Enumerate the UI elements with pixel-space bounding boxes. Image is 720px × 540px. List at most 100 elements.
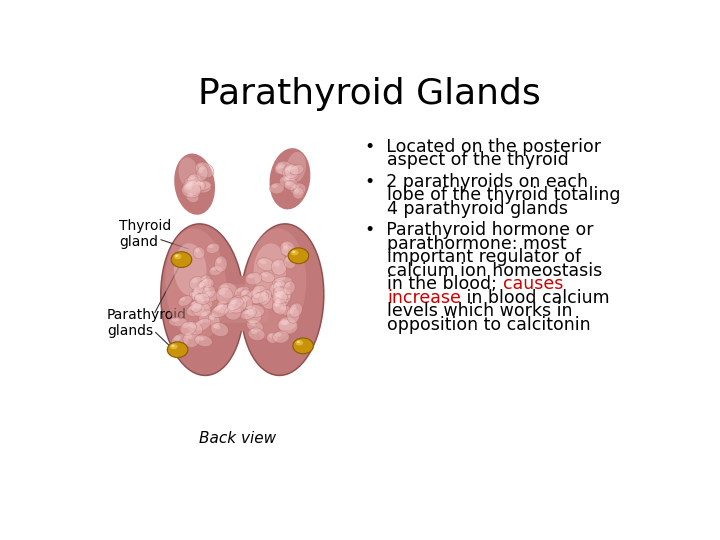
Ellipse shape	[278, 163, 285, 168]
Ellipse shape	[248, 306, 256, 310]
Ellipse shape	[198, 280, 209, 295]
Ellipse shape	[230, 298, 238, 304]
Ellipse shape	[194, 295, 213, 309]
Ellipse shape	[254, 287, 260, 292]
Ellipse shape	[290, 165, 304, 175]
Ellipse shape	[215, 303, 230, 313]
Ellipse shape	[186, 304, 204, 316]
Ellipse shape	[180, 297, 186, 301]
Ellipse shape	[180, 321, 197, 335]
Ellipse shape	[281, 307, 286, 310]
Ellipse shape	[241, 225, 323, 375]
Ellipse shape	[249, 321, 256, 326]
Ellipse shape	[188, 174, 201, 185]
Ellipse shape	[276, 288, 283, 293]
Ellipse shape	[208, 245, 214, 248]
Ellipse shape	[204, 279, 208, 282]
Text: •  2 parathyroids on each: • 2 parathyroids on each	[365, 173, 588, 191]
Ellipse shape	[274, 165, 287, 174]
Ellipse shape	[228, 298, 243, 310]
Ellipse shape	[174, 244, 207, 296]
Ellipse shape	[188, 193, 193, 197]
Ellipse shape	[195, 182, 203, 186]
Ellipse shape	[198, 164, 205, 170]
Ellipse shape	[179, 157, 198, 188]
Ellipse shape	[290, 183, 306, 195]
Ellipse shape	[192, 301, 211, 317]
Ellipse shape	[187, 181, 194, 186]
Ellipse shape	[202, 277, 207, 282]
Ellipse shape	[248, 289, 264, 304]
Text: parathormone: most: parathormone: most	[365, 235, 567, 253]
Ellipse shape	[197, 166, 208, 181]
Ellipse shape	[216, 301, 230, 314]
Ellipse shape	[259, 259, 266, 264]
Text: Parathyroid Glands: Parathyroid Glands	[197, 77, 541, 111]
Ellipse shape	[197, 295, 203, 299]
Text: increase: increase	[387, 289, 461, 307]
Ellipse shape	[174, 153, 215, 215]
Ellipse shape	[247, 320, 264, 333]
Text: Parathyroid
glands: Parathyroid glands	[107, 308, 187, 338]
Ellipse shape	[277, 319, 297, 330]
Ellipse shape	[274, 300, 280, 306]
Ellipse shape	[168, 317, 187, 327]
Text: Thyroid
gland: Thyroid gland	[120, 219, 171, 249]
Ellipse shape	[273, 331, 289, 343]
Ellipse shape	[202, 278, 214, 287]
Ellipse shape	[192, 180, 211, 191]
Ellipse shape	[284, 246, 288, 251]
Ellipse shape	[293, 187, 304, 199]
Ellipse shape	[203, 290, 218, 302]
Ellipse shape	[200, 275, 212, 289]
Ellipse shape	[272, 301, 284, 314]
Ellipse shape	[264, 296, 269, 301]
Ellipse shape	[292, 185, 299, 189]
Ellipse shape	[294, 339, 312, 353]
Ellipse shape	[234, 286, 249, 297]
Ellipse shape	[186, 182, 193, 187]
Ellipse shape	[251, 292, 269, 304]
Ellipse shape	[280, 321, 288, 325]
Ellipse shape	[253, 244, 287, 296]
Ellipse shape	[271, 289, 291, 306]
Ellipse shape	[225, 301, 243, 313]
Ellipse shape	[275, 333, 282, 337]
Ellipse shape	[178, 296, 192, 306]
Ellipse shape	[192, 278, 198, 283]
Ellipse shape	[228, 307, 234, 312]
Ellipse shape	[197, 298, 204, 302]
Ellipse shape	[282, 243, 288, 248]
Ellipse shape	[184, 176, 204, 191]
Ellipse shape	[282, 177, 289, 181]
Ellipse shape	[197, 336, 204, 341]
Ellipse shape	[286, 176, 290, 180]
Ellipse shape	[189, 181, 197, 186]
Ellipse shape	[216, 287, 233, 304]
Ellipse shape	[278, 317, 298, 334]
Ellipse shape	[287, 152, 306, 183]
Ellipse shape	[166, 228, 227, 341]
Ellipse shape	[246, 273, 262, 285]
Ellipse shape	[184, 185, 192, 190]
Ellipse shape	[187, 178, 195, 184]
Ellipse shape	[292, 251, 295, 253]
Ellipse shape	[208, 313, 220, 329]
Ellipse shape	[182, 323, 189, 328]
Ellipse shape	[274, 280, 287, 295]
Ellipse shape	[286, 257, 290, 262]
Ellipse shape	[218, 282, 238, 299]
Ellipse shape	[197, 320, 203, 325]
Ellipse shape	[285, 167, 292, 173]
Ellipse shape	[189, 291, 206, 303]
Ellipse shape	[289, 303, 302, 318]
Ellipse shape	[247, 309, 254, 315]
Ellipse shape	[275, 295, 282, 300]
Ellipse shape	[291, 250, 299, 255]
Ellipse shape	[171, 345, 174, 347]
Text: lobe of the thyroid totaling: lobe of the thyroid totaling	[365, 186, 621, 205]
Ellipse shape	[273, 276, 292, 286]
Ellipse shape	[251, 291, 256, 296]
Ellipse shape	[281, 319, 289, 325]
Ellipse shape	[194, 335, 212, 347]
